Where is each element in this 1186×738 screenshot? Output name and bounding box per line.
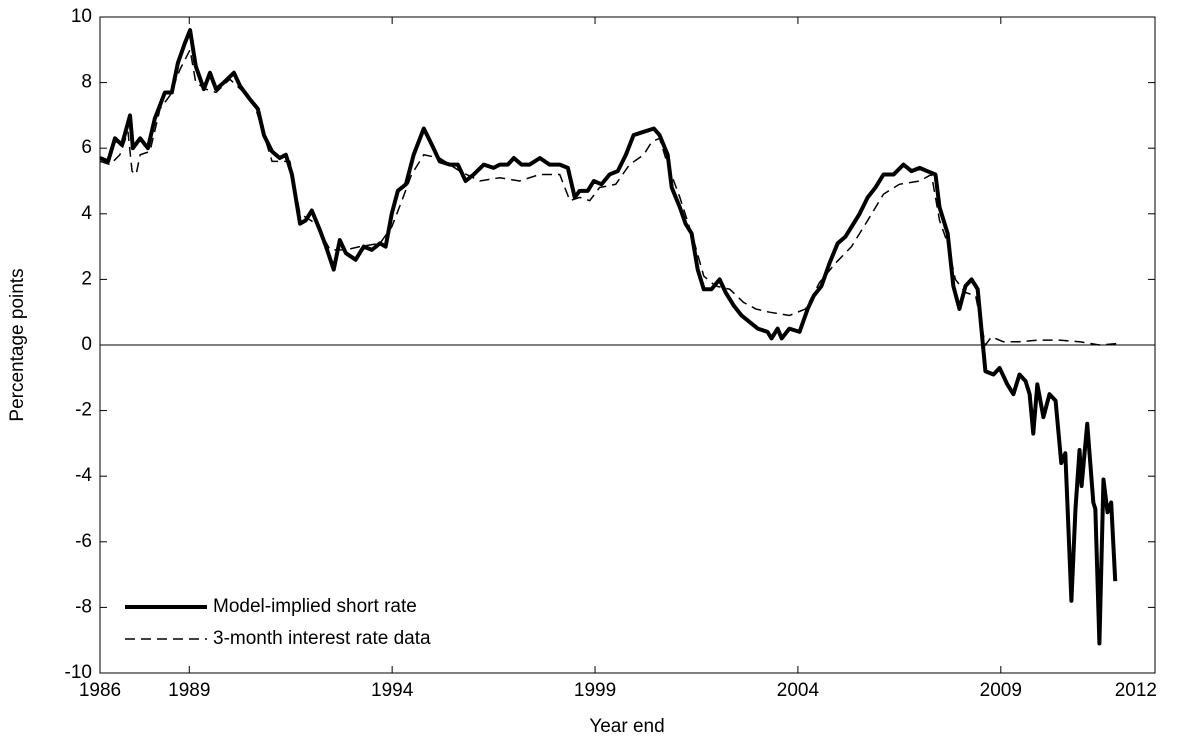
x-tick-label: 2009 — [980, 680, 1022, 701]
y-tick-label: -6 — [75, 531, 92, 552]
x-tick-label: 1989 — [168, 680, 210, 701]
y-tick-label: 4 — [81, 203, 92, 224]
x-axis-label: Year end — [589, 716, 664, 737]
y-tick-label: -8 — [75, 596, 92, 617]
y-tick-label: -10 — [65, 662, 92, 683]
x-tick-label: 1999 — [574, 680, 616, 701]
line — [99, 47, 1120, 347]
y-tick-label: -4 — [75, 465, 92, 486]
y-tick-label: 6 — [81, 137, 92, 158]
y-tick-label: 0 — [81, 334, 92, 355]
x-tick-label: 1994 — [371, 680, 414, 701]
x-tick-label: 2004 — [777, 680, 820, 701]
y-tick-label: 8 — [81, 72, 92, 93]
y-tick-label: 2 — [81, 268, 92, 289]
y-tick-label: -2 — [75, 400, 92, 421]
y-axis-label: Percentage points — [7, 268, 28, 421]
line — [99, 28, 1118, 646]
legend-label: 3-month interest rate data — [213, 628, 431, 649]
x-tick-label: 2012 — [1115, 680, 1157, 701]
legend-label: Model-implied short rate — [213, 596, 417, 617]
x-tick-label: 1986 — [79, 680, 121, 701]
y-tick-label: 10 — [71, 6, 92, 27]
